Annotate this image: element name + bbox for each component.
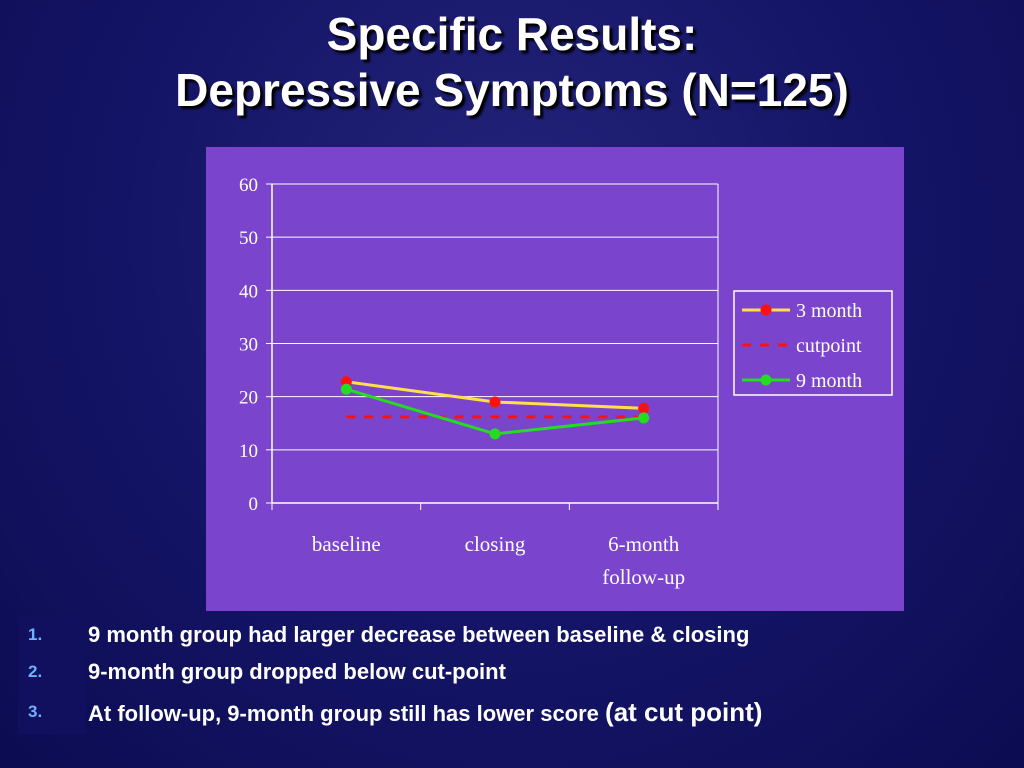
bullet-text: 9-month group dropped below cut-point — [88, 659, 506, 684]
bullet-marker-strip — [18, 616, 86, 734]
data-point — [638, 412, 650, 424]
legend-marker — [760, 304, 772, 316]
series-line — [345, 387, 644, 436]
legend-label: 3 month — [796, 300, 862, 322]
bullet-number: 1. — [28, 625, 43, 644]
data-point — [489, 396, 501, 408]
y-tick-label: 40 — [239, 281, 258, 302]
legend-box — [733, 290, 893, 396]
x-tick-label: closing — [465, 532, 526, 556]
bullet-number: 2. — [28, 662, 43, 681]
legend-label: 9 month — [796, 370, 862, 392]
list-item: 2. 9-month group dropped below cut-point — [18, 654, 1008, 690]
y-tick-label: 10 — [239, 441, 258, 462]
legend-label: cutpoint — [796, 335, 862, 357]
findings-list: 1. 9 month group had larger decrease bet… — [18, 616, 1008, 734]
y-tick-label: 60 — [239, 175, 258, 196]
x-tick-label: follow-up — [602, 565, 685, 589]
line-chart: 0 10 20 30 40 50 60 baseline closing 6-month follo… — [239, 175, 893, 589]
data-point — [489, 428, 501, 440]
bullet-text: At follow-up, 9-month group still has lo… — [88, 701, 599, 726]
slide-title: Specific Results: Depressive Symptoms (N… — [0, 6, 1024, 118]
slide-title-line-2: Depressive Symptoms (N=125) — [175, 64, 849, 116]
y-tick-label: 30 — [239, 335, 258, 356]
x-tick-label: baseline — [312, 532, 381, 556]
y-tick-label: 20 — [239, 388, 258, 409]
bullet-number: 3. — [28, 702, 43, 721]
list-item: 1. 9 month group had larger decrease bet… — [18, 616, 1008, 654]
data-point — [638, 402, 650, 414]
slide-title-line-1: Specific Results: — [326, 8, 698, 60]
chart-panel: 0 10 20 30 40 50 60 baseline closing 6-month follo… — [206, 147, 904, 611]
y-tick-label: 0 — [249, 494, 259, 515]
bullet-emphasis: (at cut point) — [605, 697, 763, 727]
x-tick-label: 6-month — [608, 532, 680, 556]
data-point — [340, 383, 352, 395]
bullet-text: 9 month group had larger decrease betwee… — [88, 622, 750, 647]
list-item: 3. At follow-up, 9-month group still has… — [18, 690, 1008, 734]
y-tick-label: 50 — [239, 228, 258, 249]
legend-marker — [760, 374, 772, 386]
